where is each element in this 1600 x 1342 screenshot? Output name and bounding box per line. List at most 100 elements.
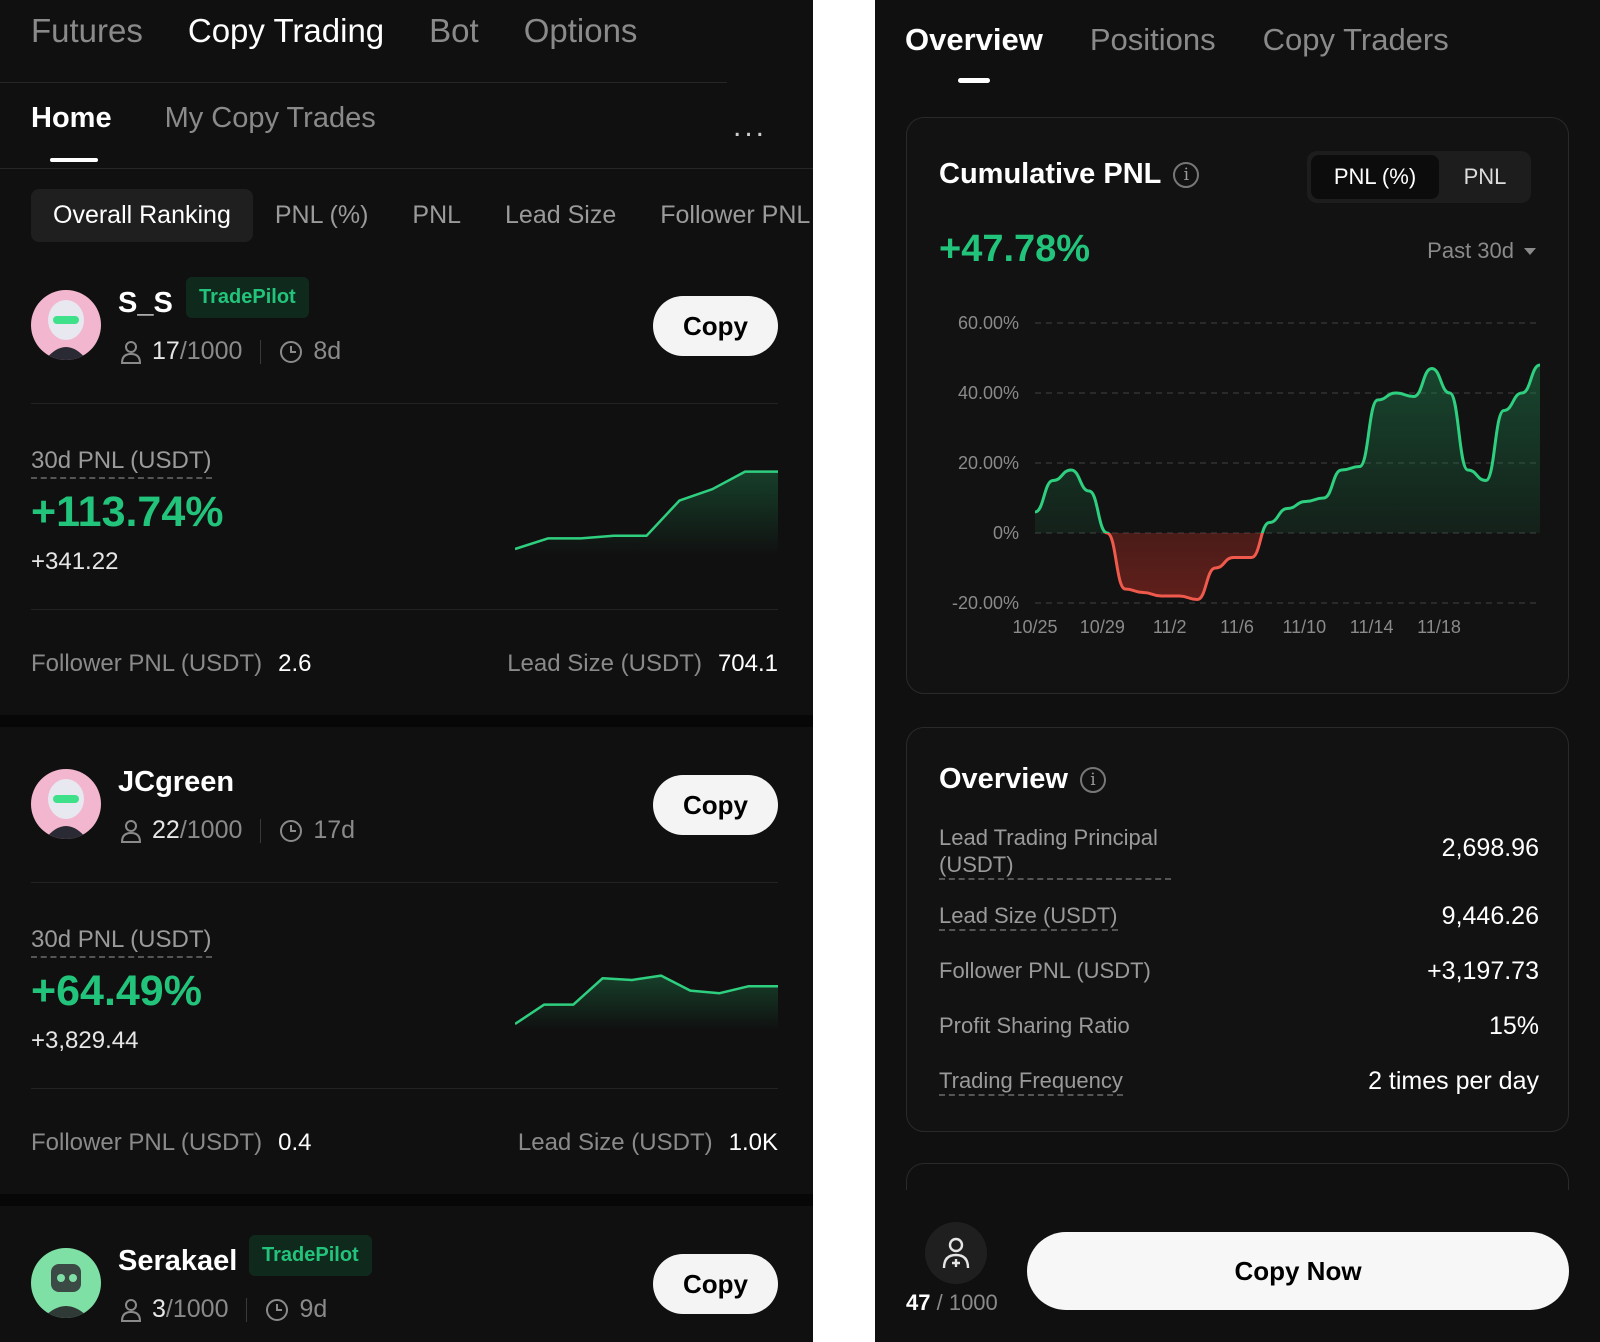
negative-area — [1035, 533, 1540, 600]
follower-count: 22 — [152, 816, 180, 844]
bottom-action-bar: 47 / 1000 Copy Now — [875, 1190, 1600, 1342]
pnl-line-positive — [1034, 363, 1541, 533]
overview-row-label[interactable]: Lead Size (USDT) — [939, 902, 1118, 931]
chip-overall-ranking[interactable]: Overall Ranking — [31, 189, 253, 242]
cumulative-pnl-card: Cumulative PNL i PNL (%) PNL +47.78% Pas… — [906, 117, 1569, 694]
avatar[interactable] — [31, 290, 101, 360]
trader-detail-panel: Overview Positions Copy Traders Cumulati… — [875, 0, 1600, 1342]
tab-copy-trading[interactable]: Copy Trading — [187, 12, 385, 49]
copy-button[interactable]: Copy — [653, 296, 778, 356]
toggle-pnl[interactable]: PNL — [1463, 164, 1507, 189]
copy-button[interactable]: Copy — [653, 775, 778, 835]
active-tab-indicator — [958, 78, 990, 83]
ranking-filter-chips: Overall Ranking PNL (%) PNL Lead Size Fo… — [31, 189, 813, 242]
follower-capacity: 47 / 1000 — [906, 1290, 998, 1316]
overview-card: Overview i Lead Trading Principal (USDT)… — [906, 727, 1569, 1132]
divider — [260, 818, 262, 843]
x-tick-label: 11/14 — [1350, 617, 1394, 637]
follower-max: /1000 — [179, 816, 243, 844]
lead-days: 8d — [313, 337, 342, 365]
pnl-sparkline — [515, 470, 778, 555]
overview-title-text: Overview — [939, 763, 1068, 795]
tradepilot-badge: TradePilot — [249, 1235, 372, 1276]
detail-tabs: Overview Positions Copy Traders — [905, 22, 1449, 58]
tab-overview[interactable]: Overview — [905, 22, 1043, 57]
sparkline-line — [515, 974, 778, 1026]
caret-down-icon — [1524, 247, 1536, 255]
overview-row-label: Profit Sharing Ratio — [939, 1013, 1130, 1038]
pnl-absolute: +3,829.44 — [31, 1027, 139, 1054]
x-tick-label: 10/29 — [1080, 617, 1125, 637]
product-tabs: Futures Copy Trading Bot Options — [31, 12, 637, 50]
active-tab-indicator — [50, 158, 98, 162]
lead-size: Lead Size (USDT) 1.0K — [518, 1129, 778, 1157]
info-icon[interactable]: i — [1173, 161, 1200, 188]
divider — [31, 403, 778, 404]
divider — [246, 1297, 248, 1322]
avatar[interactable] — [31, 1248, 101, 1318]
follower-pnl: Follower PNL (USDT) 0.4 — [31, 1129, 312, 1157]
pnl-line-negative — [1104, 533, 1264, 602]
overview-row: Profit Sharing Ratio 15% — [939, 1012, 1539, 1041]
divider — [31, 609, 778, 610]
overview-row-label[interactable]: Lead Trading Principal (USDT) — [939, 824, 1171, 880]
sparkline-area — [515, 975, 778, 1030]
trader-name[interactable]: Serakael — [118, 1245, 238, 1277]
divider — [31, 882, 778, 883]
sparkline-area — [515, 471, 778, 555]
chip-follower-pnl[interactable]: Follower PNL — [660, 201, 811, 229]
follower-pnl-label: Follower PNL (USDT) — [31, 1129, 263, 1156]
tab-copy-traders[interactable]: Copy Traders — [1262, 22, 1449, 57]
copy-now-button[interactable]: Copy Now — [1027, 1232, 1569, 1310]
follower-pnl-value: 0.4 — [278, 1129, 312, 1156]
pnl-label[interactable]: 30d PNL (USDT) — [31, 926, 212, 958]
pnl-label[interactable]: 30d PNL (USDT) — [31, 447, 212, 479]
pnl-mode-toggle: PNL (%) PNL — [1307, 151, 1531, 203]
tab-positions[interactable]: Positions — [1089, 22, 1216, 57]
chip-pnl[interactable]: PNL — [412, 201, 462, 229]
y-tick-label: 0% — [993, 523, 1019, 543]
follower-count: 17 — [152, 337, 180, 365]
divider — [31, 1088, 778, 1089]
lead-size-label: Lead Size (USDT) — [517, 1129, 713, 1156]
trader-name[interactable]: S_S — [118, 287, 173, 319]
avatar[interactable] — [31, 769, 101, 839]
x-tick-label: 10/25 — [1012, 617, 1057, 637]
trader-meta: 17/1000 8d — [120, 337, 341, 366]
follower-icon-button[interactable] — [925, 1222, 987, 1284]
more-options-icon[interactable]: ... — [733, 110, 768, 143]
avatar-image — [31, 1248, 101, 1318]
tab-options[interactable]: Options — [523, 12, 638, 49]
lead-size-label: Lead Size (USDT) — [507, 650, 702, 677]
follower-max: /1000 — [165, 1295, 229, 1323]
tab-home[interactable]: Home — [31, 102, 112, 134]
y-tick-label: 60.00% — [958, 313, 1019, 333]
chip-pnl-percent[interactable]: PNL (%) — [274, 201, 369, 229]
cumulative-pnl-title: Cumulative PNL i — [939, 158, 1200, 191]
toggle-pnl-percent[interactable]: PNL (%) — [1311, 155, 1439, 199]
card-separator — [0, 1194, 813, 1206]
pnl-absolute: +341.22 — [31, 548, 119, 575]
cumulative-pnl-chart: 60.00% 40.00% 20.00% 0% -20.00% 10/25 10/29 11/… — [952, 313, 1541, 637]
user-icon — [120, 340, 142, 364]
copy-button[interactable]: Copy — [653, 1254, 778, 1314]
chip-lead-size[interactable]: Lead Size — [505, 201, 617, 229]
overview-row-label[interactable]: Trading Frequency — [939, 1067, 1123, 1096]
trader-name[interactable]: JCgreen — [118, 766, 235, 798]
follower-count: 47 — [906, 1290, 931, 1315]
sparkline-line — [515, 470, 778, 551]
user-icon — [120, 819, 142, 843]
lead-size-value: 1.0K — [728, 1129, 778, 1156]
x-tick-label: 11/18 — [1417, 617, 1461, 637]
tab-futures[interactable]: Futures — [31, 12, 143, 49]
user-icon — [120, 1298, 142, 1322]
divider — [0, 168, 813, 169]
tab-my-copy-trades[interactable]: My Copy Trades — [164, 102, 376, 134]
lead-days: 9d — [299, 1295, 328, 1323]
period-selector[interactable]: Past 30d — [1427, 238, 1536, 264]
x-tick-label: 11/6 — [1220, 617, 1254, 637]
x-tick-label: 11/10 — [1282, 617, 1326, 637]
lead-days: 17d — [313, 816, 356, 844]
tab-bot[interactable]: Bot — [429, 12, 479, 49]
info-icon[interactable]: i — [1079, 766, 1106, 793]
